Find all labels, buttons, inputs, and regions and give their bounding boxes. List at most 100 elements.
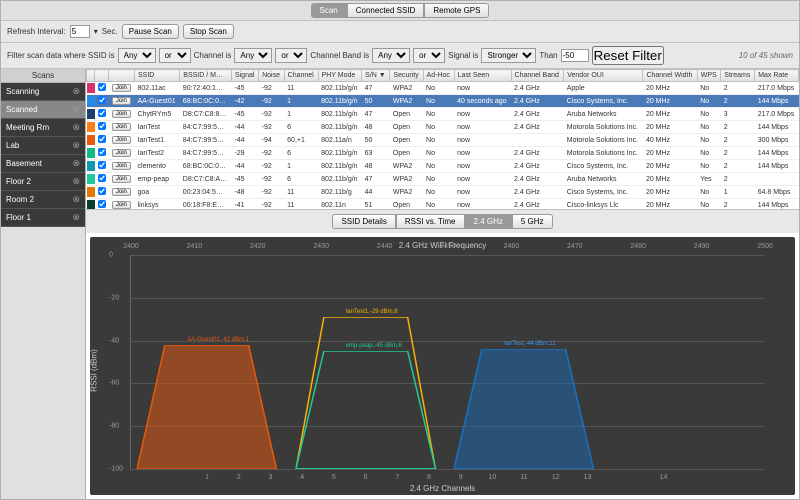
sidebar-item[interactable]: Basement⊗ xyxy=(1,155,85,173)
row-checkbox[interactable] xyxy=(98,96,106,104)
filter-or2[interactable]: or xyxy=(275,48,307,63)
row-checkbox[interactable] xyxy=(98,83,106,91)
content: SSIDBSSID / M…SignalNoiseChannelPHY Mode… xyxy=(86,69,799,499)
sec-label: ▾ xyxy=(94,27,98,36)
join-button[interactable]: Join xyxy=(112,136,131,144)
column-header[interactable]: BSSID / M… xyxy=(180,70,232,82)
sidebar-item[interactable]: Floor 2⊗ xyxy=(1,173,85,191)
filter-band-label: Channel Band is xyxy=(310,51,369,60)
filter-signal-select[interactable]: Stronger xyxy=(481,48,536,63)
table-row[interactable]: Joinclemento68:BC:0C:0…-44-921802.11b/g/… xyxy=(87,160,799,173)
sidebar-header: Scans xyxy=(1,69,85,83)
column-header[interactable] xyxy=(87,70,95,82)
networks-table: SSIDBSSID / M…SignalNoiseChannelPHY Mode… xyxy=(86,69,799,209)
table-row[interactable]: Joingoa00:23:04:5…-48-9211802.11b/g44WPA… xyxy=(87,186,799,199)
filter-ch-label: Channel is xyxy=(194,51,232,60)
row-checkbox[interactable] xyxy=(98,109,106,117)
subtab-ssid-details[interactable]: SSID Details xyxy=(332,214,395,229)
filter-than-input[interactable] xyxy=(561,49,589,62)
network-label: emp-peap,-45 dBm,6 xyxy=(346,343,402,349)
sidebar-item[interactable]: Scanning⊗ xyxy=(1,83,85,101)
row-checkbox[interactable] xyxy=(98,122,106,130)
filter-or3[interactable]: or xyxy=(413,48,445,63)
join-button[interactable]: Join xyxy=(112,201,131,209)
column-header[interactable]: Channel xyxy=(284,70,318,82)
channel-trapezoid xyxy=(294,351,437,469)
column-header[interactable]: Security xyxy=(390,70,423,82)
subtab-5ghz[interactable]: 5 GHz xyxy=(512,214,553,229)
filter-band-select[interactable]: Any xyxy=(372,48,410,63)
table-row[interactable]: JoinIanTest84:C7:99:5…-44-926802.11b/g/n… xyxy=(87,121,799,134)
network-label: IanTest,-44 dBm,11 xyxy=(504,341,556,347)
column-header[interactable] xyxy=(109,70,135,82)
join-button[interactable]: Join xyxy=(112,188,131,196)
row-checkbox[interactable] xyxy=(98,200,106,208)
sidebar-item[interactable]: Lab⊗ xyxy=(1,137,85,155)
sidebar-item[interactable]: Room 2⊗ xyxy=(1,191,85,209)
filter-channel-select[interactable]: Any xyxy=(234,48,272,63)
networks-table-wrap[interactable]: SSIDBSSID / M…SignalNoiseChannelPHY Mode… xyxy=(86,69,799,209)
join-button[interactable]: Join xyxy=(112,175,131,183)
table-row[interactable]: JoinIanTest184:C7:99:5…-44-9460,+1802.11… xyxy=(87,134,799,147)
sidebar-item[interactable]: Scanned⊗ xyxy=(1,101,85,119)
sidebar-item[interactable]: Meeting Rm⊗ xyxy=(1,119,85,137)
row-checkbox[interactable] xyxy=(98,148,106,156)
filter-sig-label: Signal is xyxy=(448,51,478,60)
column-header[interactable]: S/N ▼ xyxy=(362,70,390,82)
tab-connected-ssid[interactable]: Connected SSID xyxy=(347,3,425,18)
app-window: Scan Connected SSID Remote GPS Refresh I… xyxy=(0,0,800,500)
column-header[interactable]: Vendor OUI xyxy=(564,70,643,82)
table-row[interactable]: Joinlinksys00:18:F8:E…-41-9211802.11n51O… xyxy=(87,199,799,210)
tab-scan[interactable]: Scan xyxy=(311,3,347,18)
refresh-interval-input[interactable] xyxy=(70,25,90,38)
stop-scan-button[interactable]: Stop Scan xyxy=(183,24,234,39)
join-button[interactable]: Join xyxy=(112,149,131,157)
pause-scan-button[interactable]: Pause Scan xyxy=(122,24,179,39)
join-button[interactable]: Join xyxy=(112,97,131,105)
filter-than: Than xyxy=(539,51,557,60)
row-checkbox[interactable] xyxy=(98,135,106,143)
column-header[interactable] xyxy=(95,70,109,82)
column-header[interactable]: SSID xyxy=(135,70,180,82)
column-header[interactable]: Channel Band xyxy=(511,70,564,82)
column-header[interactable]: Channel Width xyxy=(643,70,697,82)
join-button[interactable]: Join xyxy=(112,123,131,131)
chart-24ghz: 2.4 GHz WiFi Frequency RSSI (dBm) 2.4 GH… xyxy=(90,237,795,495)
network-label: IanTest1,-29 dBm,6 xyxy=(346,309,398,315)
join-button[interactable]: Join xyxy=(112,110,131,118)
table-row[interactable]: JoinIanTest284:C7:99:5…-29-926802.11b/g/… xyxy=(87,147,799,160)
subtab-24ghz[interactable]: 2.4 GHz xyxy=(465,214,512,229)
column-header[interactable]: Noise xyxy=(259,70,285,82)
filter-ssid-select[interactable]: Any xyxy=(118,48,156,63)
channel-trapezoid xyxy=(452,349,595,469)
column-header[interactable]: Signal xyxy=(231,70,258,82)
subtab-rssi-time[interactable]: RSSI vs. Time xyxy=(396,214,465,229)
column-header[interactable]: WPS xyxy=(697,70,721,82)
table-row[interactable]: Joinemp-peapD8:C7:C8:A…-45-926802.11b/g/… xyxy=(87,173,799,186)
network-label: AA-Guest01,-42 dBm,1 xyxy=(187,337,249,343)
plot-area: 0-20-40-60-80-10024002410242024302440245… xyxy=(130,255,765,470)
sub-tabs: SSID Details RSSI vs. Time 2.4 GHz 5 GHz xyxy=(86,209,799,233)
sidebar-item[interactable]: Floor 1⊗ xyxy=(1,209,85,227)
table-row[interactable]: Join802.11ac90:72:40:1…-45-9211802.11b/g… xyxy=(87,82,799,95)
table-row[interactable]: JoinChytRYm5D8:C7:C8:8…-45-921802.11b/g/… xyxy=(87,108,799,121)
column-header[interactable]: Max Rate xyxy=(755,70,799,82)
join-button[interactable]: Join xyxy=(112,84,131,92)
column-header[interactable]: Streams xyxy=(721,70,755,82)
join-button[interactable]: Join xyxy=(112,162,131,170)
table-row[interactable]: JoinAA-Guest0168:BC:0C:0…-42-921802.11b/… xyxy=(87,95,799,108)
filter-or1[interactable]: or xyxy=(159,48,191,63)
tab-remote-gps[interactable]: Remote GPS xyxy=(424,3,489,18)
column-header[interactable]: Last Seen xyxy=(454,70,511,82)
chart-ylabel: RSSI (dBm) xyxy=(90,349,99,392)
row-checkbox[interactable] xyxy=(98,174,106,182)
row-checkbox[interactable] xyxy=(98,161,106,169)
refresh-label: Refresh Interval: xyxy=(7,27,66,36)
channel-trapezoid xyxy=(135,345,278,469)
column-header[interactable]: Ad-Hoc xyxy=(423,70,454,82)
column-header[interactable]: PHY Mode xyxy=(318,70,362,82)
sidebar: Scans Scanning⊗Scanned⊗Meeting Rm⊗Lab⊗Ba… xyxy=(1,69,86,499)
reset-filter-button[interactable]: Reset Filter xyxy=(592,46,664,65)
row-checkbox[interactable] xyxy=(98,187,106,195)
filter-bar: Filter scan data where SSID is Any or Ch… xyxy=(1,43,799,69)
